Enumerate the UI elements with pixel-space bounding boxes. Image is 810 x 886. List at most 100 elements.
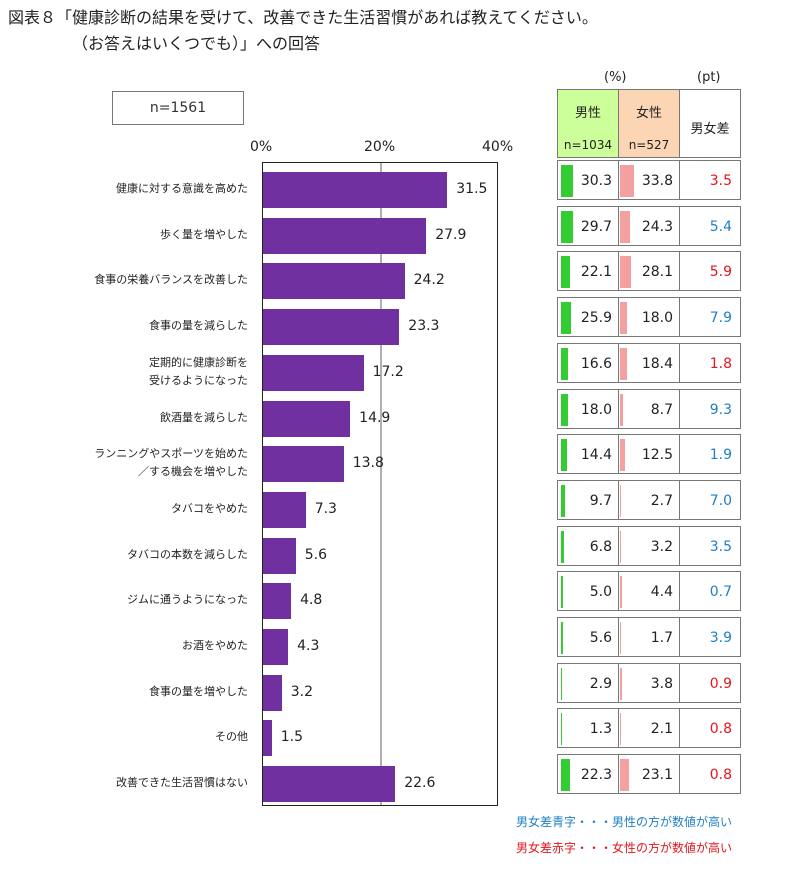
bar [263, 446, 344, 483]
male-cell: 18.0 [557, 388, 619, 429]
diff-cell: 0.8 [679, 708, 741, 749]
male-value: 29.7 [580, 218, 612, 235]
diff-cell: 5.4 [679, 205, 741, 246]
diff-value: 1.9 [709, 447, 732, 464]
bar-value-label: 7.3 [314, 500, 337, 517]
female-cell: 33.8 [618, 160, 680, 200]
female-bar [620, 439, 625, 472]
male-value: 6.8 [589, 538, 612, 555]
male-bar [561, 667, 563, 700]
bar-value-label: 24.2 [413, 272, 445, 289]
male-bar [561, 530, 564, 563]
female-bar [620, 622, 621, 654]
female-cell: 1.7 [618, 617, 680, 657]
category-label: 歩く量を増やした [160, 227, 248, 241]
female-bar [620, 530, 622, 563]
male-value: 25.9 [580, 310, 612, 327]
female-bar [620, 393, 624, 426]
diff-cell: 0.9 [679, 662, 741, 703]
male-bar [561, 759, 570, 792]
diff-cell: 9.3 [679, 388, 741, 429]
category-label: ランニングやスポーツを始めた ／する機会を増やした [94, 447, 248, 479]
female-cell: 12.5 [618, 434, 680, 475]
bar [263, 354, 364, 391]
female-value: 28.1 [641, 264, 673, 281]
female-cell: 18.4 [618, 342, 680, 383]
bar [263, 583, 292, 620]
diff-cell: 5.9 [679, 251, 741, 292]
female-cell: 8.7 [618, 388, 680, 429]
bar-chart-plot-area: 31.5 27.9 24.2 23.3 17.2 14.9 13.8 7.3 5.6 4.8 4.3… [262, 162, 498, 806]
male-value: 2.9 [589, 675, 612, 692]
diff-header-label: 男女差 [690, 122, 730, 137]
bar-value-label: 4.3 [297, 638, 320, 654]
bar [263, 400, 351, 437]
category-label: ジムに通うようになった [127, 593, 248, 607]
bar [263, 629, 289, 665]
bar [263, 172, 448, 208]
female-value: 2.1 [650, 721, 673, 738]
diff-cell: 3.5 [679, 525, 741, 566]
male-value: 5.6 [589, 630, 612, 646]
category-label: その他 [215, 730, 248, 744]
bar-value-label: 3.2 [290, 683, 313, 700]
male-sample-size: n=1034 [563, 138, 613, 152]
diff-value: 3.5 [709, 538, 732, 555]
bar-value-label: 27.9 [435, 226, 467, 243]
legend-red-note: 男女差赤字・・・女性の方が数値が高い [515, 841, 732, 855]
female-value: 3.2 [650, 538, 673, 555]
female-bar [620, 759, 630, 792]
male-bar [561, 576, 563, 609]
female-bar [620, 210, 630, 243]
bar [263, 491, 306, 528]
diff-value: 5.9 [709, 264, 732, 281]
female-cell: 3.2 [618, 525, 680, 566]
diff-cell: 7.9 [679, 297, 741, 338]
male-bar [561, 347, 568, 380]
male-bar [561, 165, 574, 197]
diff-value: 0.7 [709, 584, 732, 601]
male-cell: 30.3 [557, 160, 619, 200]
category-label: 改善できた生活習慣はない [116, 776, 248, 790]
bar [263, 537, 296, 574]
diff-cell: 0.8 [679, 754, 741, 795]
diff-value: 9.3 [709, 401, 732, 418]
x-tick-label: 40% [482, 139, 514, 155]
bar [263, 674, 282, 711]
bar-value-label: 31.5 [456, 181, 488, 197]
diff-cell: 0.7 [679, 571, 741, 612]
category-label: 食事の量を減らした [149, 319, 248, 333]
female-value: 1.7 [650, 630, 673, 646]
male-cell: 29.7 [557, 205, 619, 246]
male-value: 30.3 [580, 173, 612, 189]
male-column-header: 男性 n=1034 [557, 89, 619, 158]
category-label: タバコの本数を減らした [127, 547, 248, 561]
legend-blue-note: 男女差青字・・・男性の方が数値が高い [515, 815, 732, 829]
diff-value: 0.8 [709, 767, 732, 784]
male-cell: 25.9 [557, 297, 619, 338]
male-bar [561, 713, 562, 746]
male-value: 22.3 [580, 767, 612, 784]
category-label: お酒をやめた [182, 639, 248, 652]
bar [263, 263, 405, 300]
female-cell: 28.1 [618, 251, 680, 292]
female-bar [620, 302, 628, 335]
male-cell: 16.6 [557, 342, 619, 383]
male-header-label: 男性 [574, 106, 601, 121]
bar-value-label: 17.2 [372, 363, 404, 380]
male-cell: 22.1 [557, 251, 619, 292]
female-header-label: 女性 [635, 106, 662, 121]
female-bar [620, 484, 622, 517]
diff-value: 7.0 [709, 492, 732, 509]
male-cell: 5.6 [557, 617, 619, 657]
bar [263, 766, 396, 803]
category-label: 飲酒量を減らした [160, 410, 248, 424]
female-cell: 18.0 [618, 297, 680, 338]
male-bar [561, 210, 573, 243]
diff-value: 3.5 [709, 173, 732, 189]
female-bar [620, 667, 622, 700]
category-label: 健康に対する意識を高めた [116, 182, 248, 195]
bar [263, 309, 400, 346]
male-value: 18.0 [580, 401, 612, 418]
female-cell: 3.8 [618, 662, 680, 703]
